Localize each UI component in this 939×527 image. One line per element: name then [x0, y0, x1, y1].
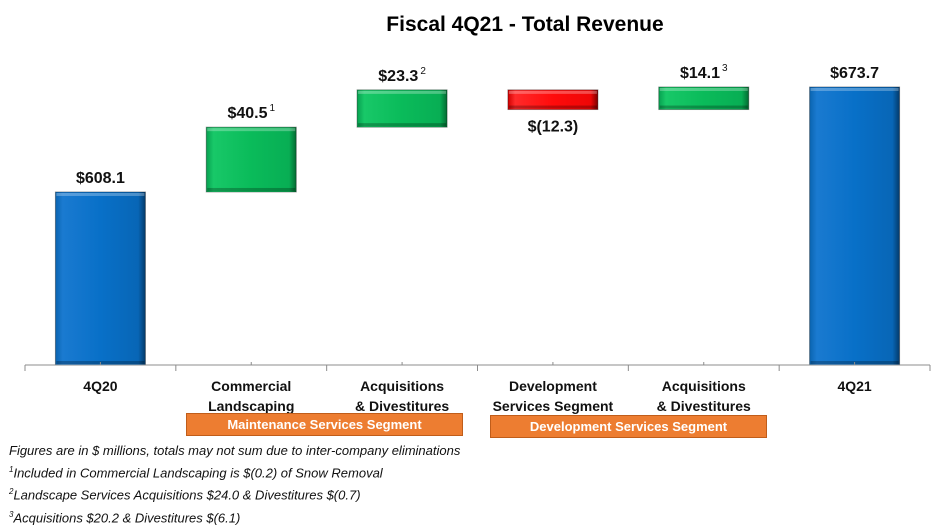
data-label: $23.3 2 — [378, 66, 426, 85]
bar-2 — [205, 126, 297, 193]
bar-bevel-top — [207, 128, 296, 132]
data-label: $14.1 3 — [680, 63, 728, 82]
chart-title: Fiscal 4Q21 - Total Revenue — [386, 13, 663, 36]
category-label: Acquisitions & Divestitures — [355, 378, 449, 414]
data-label: $673.7 — [830, 65, 879, 82]
bar-bevel-bottom — [508, 105, 597, 109]
bar-4 — [507, 89, 599, 111]
bar-bevel-bottom — [358, 123, 447, 127]
footnote-1: 1Included in Commercial Landscaping is $… — [9, 465, 383, 481]
bar-bevel-top — [358, 90, 447, 94]
bar-bevel-top — [508, 90, 597, 94]
bar-bevel-bottom — [207, 187, 296, 191]
segment-band-maintenance: Maintenance Services Segment — [186, 413, 463, 436]
bar-bevel-top — [659, 87, 748, 91]
footnotes: Figures are in $ millions, totals may no… — [9, 441, 460, 527]
bar-bevel-top — [56, 192, 145, 196]
increase-bar — [356, 89, 448, 128]
data-label: $608.1 — [76, 170, 125, 187]
bar-5 — [658, 86, 750, 111]
bar-bevel-top — [810, 87, 899, 91]
bar-1 — [54, 191, 146, 366]
decrease-bar — [507, 89, 599, 111]
data-label: $40.5 1 — [227, 103, 275, 122]
total-bar — [809, 86, 901, 366]
category-label: 4Q21 — [837, 378, 871, 394]
waterfall-chart: Fiscal 4Q21 - Total Revenue $608.1 $40.5 1… — [24, 13, 931, 414]
increase-bar — [658, 86, 750, 111]
total-bar — [54, 191, 146, 366]
note-main: Figures are in $ millions, totals may no… — [9, 443, 461, 458]
bar-6 — [809, 86, 901, 366]
bar-bevel-bottom — [659, 105, 748, 109]
bar-3 — [356, 89, 448, 128]
category-label: 4Q20 — [83, 378, 117, 394]
category-label: Commercial Landscaping — [208, 378, 294, 414]
footnote-3: 3Acquisitions $20.2 & Divestitures $(6.1… — [9, 509, 241, 525]
category-label: Acquisitions & Divestitures — [657, 378, 751, 414]
segment-label: Maintenance Services Segment — [227, 417, 422, 432]
increase-bar — [205, 126, 297, 193]
category-label: Development Services Segment — [493, 378, 614, 414]
segment-label: Development Services Segment — [529, 419, 728, 434]
data-label: $(12.3) — [528, 119, 579, 136]
segment-band-development: Development Services Segment — [490, 415, 767, 438]
footnote-2: 2Landscape Services Acquisitions $24.0 &… — [9, 487, 361, 503]
